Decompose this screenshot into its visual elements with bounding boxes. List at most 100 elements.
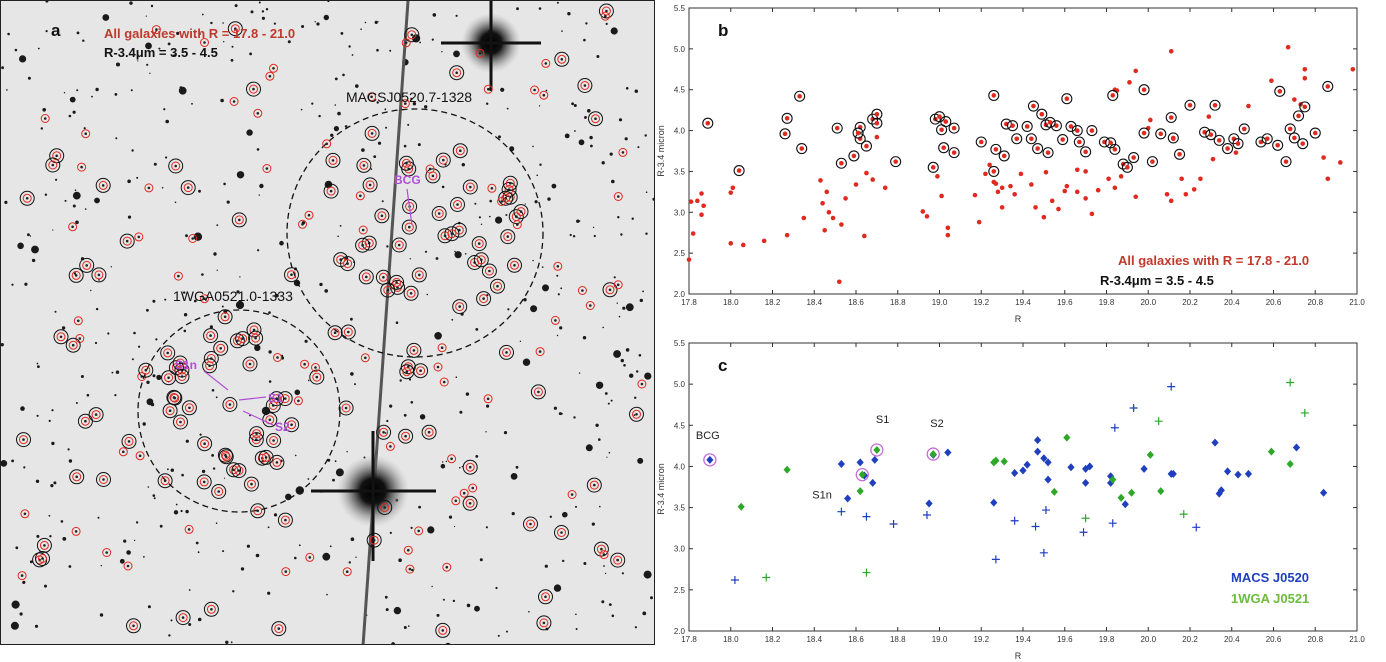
galaxy-core	[181, 616, 185, 619]
field-star	[601, 600, 605, 604]
macs-cluster-label: MACSJ0520.7-1328	[346, 89, 472, 105]
point-circled	[781, 112, 793, 124]
field-star	[418, 505, 421, 509]
field-star	[637, 146, 640, 149]
black-galaxy-circle	[126, 618, 141, 634]
point	[1325, 176, 1331, 182]
point	[941, 145, 946, 151]
galaxy-core	[248, 362, 252, 366]
field-star	[14, 48, 18, 52]
black-galaxy-circle	[167, 390, 183, 406]
point	[699, 212, 704, 218]
red-galaxy-circle	[465, 182, 475, 192]
diamond-point	[1146, 450, 1154, 459]
diamond-point	[1286, 459, 1294, 468]
point	[983, 171, 988, 177]
point	[1064, 183, 1070, 189]
y-tick-label: 4.5	[674, 86, 686, 95]
red-galaxy-circle	[451, 496, 461, 506]
point	[820, 200, 825, 206]
field-star	[608, 451, 611, 454]
field-star	[268, 311, 271, 314]
black-galaxy-circle	[602, 282, 618, 298]
red-galaxy-circle	[312, 372, 322, 382]
point	[1141, 87, 1147, 93]
field-star	[35, 479, 40, 483]
point-circled	[998, 150, 1010, 162]
field-star	[19, 612, 23, 616]
point	[826, 209, 832, 215]
field-star	[348, 561, 351, 564]
red-galaxy-circle	[503, 232, 513, 242]
point-circled	[852, 127, 864, 139]
galaxy-core	[237, 469, 241, 472]
galaxy-core	[268, 74, 272, 78]
field-star	[304, 339, 308, 343]
galaxy-core	[542, 621, 546, 625]
field-star	[36, 362, 39, 365]
red-galaxy-circle	[253, 506, 263, 516]
x-tick-label: 18.2	[765, 635, 781, 644]
field-star	[82, 39, 85, 42]
field-star	[344, 257, 348, 260]
black-galaxy-circle	[452, 143, 468, 159]
field-star	[285, 493, 292, 501]
point-circled	[1080, 146, 1092, 158]
point-circled	[1040, 119, 1052, 131]
x-tick-label: 18.8	[890, 298, 906, 307]
red-galaxy-circle	[483, 394, 493, 404]
field-star	[23, 466, 26, 469]
field-star	[351, 54, 354, 56]
galaxy-core	[445, 565, 449, 569]
plot-frame	[688, 7, 1358, 295]
field-star	[31, 245, 39, 254]
field-star	[454, 250, 456, 253]
field-star	[153, 497, 156, 500]
black-galaxy-circle	[380, 282, 396, 298]
diamond-point	[860, 471, 868, 480]
galaxy-core	[241, 337, 244, 340]
diamond-point	[925, 499, 933, 508]
field-star	[538, 105, 541, 107]
red-galaxy-circle	[281, 567, 291, 577]
field-star	[68, 114, 72, 118]
black-galaxy-circle	[577, 78, 593, 93]
field-star	[637, 457, 644, 464]
field-star	[386, 419, 389, 423]
field-star	[381, 200, 384, 203]
diamond-point	[1169, 469, 1177, 478]
field-star	[126, 550, 131, 555]
field-star	[131, 149, 134, 152]
point	[1225, 146, 1230, 151]
point	[843, 196, 848, 201]
red-galaxy-circle	[407, 30, 417, 40]
red-galaxy-circle	[176, 417, 185, 427]
red-galaxy-circle	[39, 540, 49, 550]
field-star	[355, 556, 357, 558]
black-galaxy-circle	[180, 180, 196, 196]
field-star	[236, 290, 240, 294]
field-star	[153, 162, 157, 166]
galaxy-core	[537, 390, 540, 394]
field-star	[152, 299, 156, 303]
point	[1302, 66, 1308, 72]
red-galaxy-circle	[380, 503, 390, 512]
field-star	[222, 22, 224, 24]
point-circled	[1297, 138, 1309, 150]
point-circled	[1036, 108, 1048, 120]
field-star	[403, 626, 407, 629]
black-galaxy-circle	[271, 621, 287, 637]
point	[864, 143, 869, 149]
black-galaxy-circle	[226, 462, 242, 478]
red-galaxy-circle	[484, 266, 494, 276]
point-circled	[929, 113, 941, 125]
point	[1043, 122, 1049, 128]
field-star	[258, 194, 260, 196]
galaxy-core	[272, 67, 275, 70]
red-galaxy-circle	[298, 219, 307, 229]
red-galaxy-circle	[378, 272, 388, 282]
field-star	[201, 469, 206, 474]
galaxy-core	[276, 356, 279, 359]
x-tick-label: 19.6	[1057, 298, 1073, 307]
galaxy-core	[346, 262, 349, 265]
